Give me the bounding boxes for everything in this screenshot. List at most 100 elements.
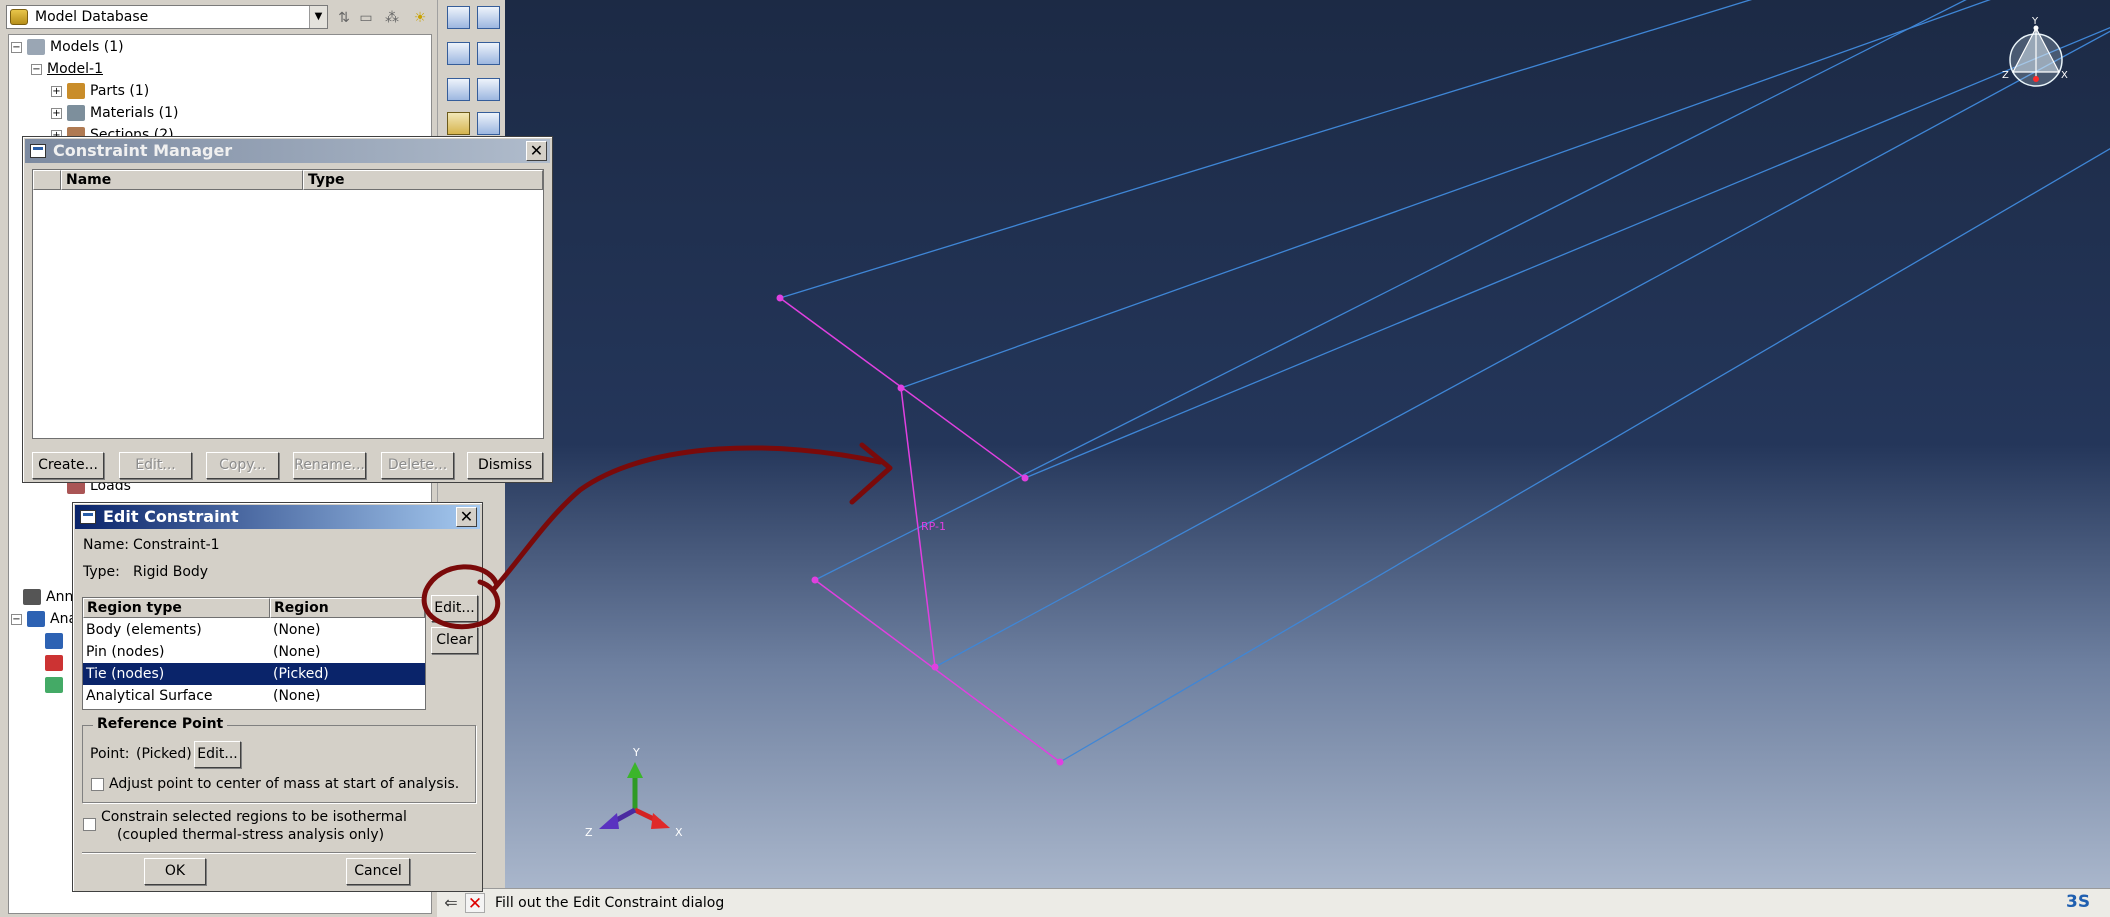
database-icon [10, 9, 28, 25]
column-header-type[interactable]: Type [303, 170, 543, 190]
model-viewport[interactable]: RP-1 Y Z X Y X Z [505, 0, 2110, 888]
isothermal-label: Constrain selected regions to be isother… [101, 809, 407, 825]
window-icon [80, 510, 96, 524]
parts-icon [67, 83, 85, 99]
edit-constraint-dialog: Edit Constraint ✕ Name: Constraint-1 Typ… [72, 502, 483, 892]
edit-constraint-titlebar[interactable]: Edit Constraint ✕ [75, 505, 480, 529]
create-fastener-tool-icon[interactable] [443, 74, 473, 104]
tree-item-jobs[interactable] [45, 630, 68, 652]
pick-tool-icon[interactable] [443, 108, 473, 138]
name-value: Constraint-1 [133, 537, 220, 553]
table-row[interactable]: Analytical Surface (None) [86, 688, 321, 704]
constraint-manager-tool-icon[interactable] [473, 2, 503, 32]
tree-item-models[interactable]: − Models (1) [11, 39, 124, 55]
connector-manager-tool-icon[interactable] [473, 38, 503, 68]
back-arrow-icon[interactable]: ⇐ [444, 893, 458, 912]
create-connector-tool-icon[interactable] [443, 38, 473, 68]
expand-icon[interactable]: + [51, 107, 62, 119]
expand-icon[interactable]: + [51, 85, 62, 97]
analysis-icon [27, 611, 45, 627]
compass-y-label: Y [2031, 16, 2039, 27]
models-icon [27, 39, 45, 55]
triad-x-label: X [675, 826, 683, 839]
tree-filter-icon[interactable]: ⁂ [385, 10, 399, 26]
dialog-title: Edit Constraint [103, 507, 239, 526]
column-header-name[interactable]: Name [61, 170, 303, 190]
constraint-list[interactable]: Name Type [32, 169, 544, 439]
type-label: Type: [83, 564, 120, 580]
reference-point-label: RP-1 [921, 520, 946, 533]
fastener-manager-tool-icon[interactable] [473, 74, 503, 104]
refresh-tool-icon[interactable] [473, 108, 503, 138]
tree-item-coexecutions[interactable] [45, 674, 68, 696]
close-icon[interactable]: ✕ [456, 507, 477, 527]
point-edit-button[interactable]: Edit... [194, 741, 241, 768]
beam-edges [779, 0, 2110, 763]
type-value: Rigid Body [133, 564, 209, 580]
tree-item-materials[interactable]: + Materials (1) [51, 105, 179, 121]
collapse-icon[interactable]: − [11, 41, 22, 53]
table-row-selected[interactable]: Tie (nodes) (Picked) [83, 663, 425, 685]
database-label: Model Database [35, 9, 149, 25]
dialog-title: Constraint Manager [53, 141, 233, 160]
point-label: Point: [90, 746, 130, 762]
edit-button[interactable]: Edit... [119, 452, 192, 479]
model-database-select[interactable]: Model Database ▼ [6, 5, 328, 29]
window-icon [30, 144, 46, 158]
database-row: Model Database ▼ ⇅ ▭ ⁂ ☀ [4, 3, 434, 29]
list-corner [33, 170, 61, 190]
cancel-procedure-icon[interactable]: ✕ [465, 893, 485, 914]
prompt-area: ⇐ ✕ Fill out the Edit Constraint dialog … [437, 888, 2110, 917]
tree-item-parts[interactable]: + Parts (1) [51, 83, 150, 99]
rigid-body-lines [779, 297, 1061, 763]
collapse-icon[interactable]: − [11, 613, 22, 625]
adjust-center-of-mass-label: Adjust point to center of mass at start … [109, 776, 460, 792]
reference-point-group: Reference Point Point: (Picked) Edit... … [82, 716, 476, 803]
coexecution-icon [45, 677, 63, 693]
region-clear-button[interactable]: Clear [431, 627, 478, 654]
jobs-icon [45, 633, 63, 649]
triad-y-label: Y [632, 746, 640, 759]
folder-icon[interactable]: ▭ [359, 10, 373, 26]
constraint-manager-dialog: Constraint Manager ✕ Name Type Create...… [22, 136, 553, 483]
adjust-center-of-mass-checkbox[interactable] [91, 778, 104, 791]
dialog-separator [82, 852, 476, 854]
tree-item-model-1[interactable]: − Model-1 [31, 61, 103, 77]
column-header-region: Region [270, 598, 425, 618]
region-edit-button[interactable]: Edit... [431, 595, 478, 622]
create-button[interactable]: Create... [32, 452, 104, 479]
compass-x-label: X [2061, 70, 2068, 81]
picked-nodes [776, 294, 1064, 766]
delete-button[interactable]: Delete... [381, 452, 454, 479]
triad-z-label: Z [585, 826, 593, 839]
name-label: Name: [83, 537, 130, 553]
view-compass-icon[interactable]: Y Z X [2002, 16, 2068, 87]
isothermal-checkbox[interactable] [83, 818, 96, 831]
copy-button[interactable]: Copy... [206, 452, 279, 479]
tree-item-adaptivity[interactable] [45, 652, 68, 674]
chevron-down-icon[interactable]: ▼ [309, 6, 327, 28]
ok-button[interactable]: OK [144, 858, 206, 885]
create-constraint-tool-icon[interactable] [443, 2, 473, 32]
coordinate-triad-icon: Y X Z [585, 746, 683, 839]
close-icon[interactable]: ✕ [526, 141, 547, 161]
sort-arrows-icon[interactable]: ⇅ [338, 10, 350, 26]
annotation-icon [23, 589, 41, 605]
compass-z-label: Z [2002, 70, 2009, 81]
cancel-button[interactable]: Cancel [346, 858, 410, 885]
tree-item-annotations[interactable]: Ann [23, 586, 73, 608]
point-value: (Picked) [136, 746, 192, 762]
3ds-logo-icon: 3S [2066, 892, 2091, 912]
isothermal-note: (coupled thermal-stress analysis only) [117, 827, 385, 843]
region-table: Region type Region Body (elements) (None… [82, 597, 426, 710]
column-header-region-type: Region type [83, 598, 270, 618]
reference-point-title: Reference Point [93, 716, 228, 732]
tree-item-analysis[interactable]: − Ana [11, 611, 78, 627]
dismiss-button[interactable]: Dismiss [467, 452, 543, 479]
constraint-manager-titlebar[interactable]: Constraint Manager ✕ [25, 139, 550, 163]
table-row[interactable]: Pin (nodes) (None) [86, 644, 321, 660]
collapse-icon[interactable]: − [31, 63, 42, 75]
rename-button[interactable]: Rename... [293, 452, 366, 479]
lightbulb-icon[interactable]: ☀ [413, 10, 427, 26]
table-row[interactable]: Body (elements) (None) [86, 622, 321, 638]
